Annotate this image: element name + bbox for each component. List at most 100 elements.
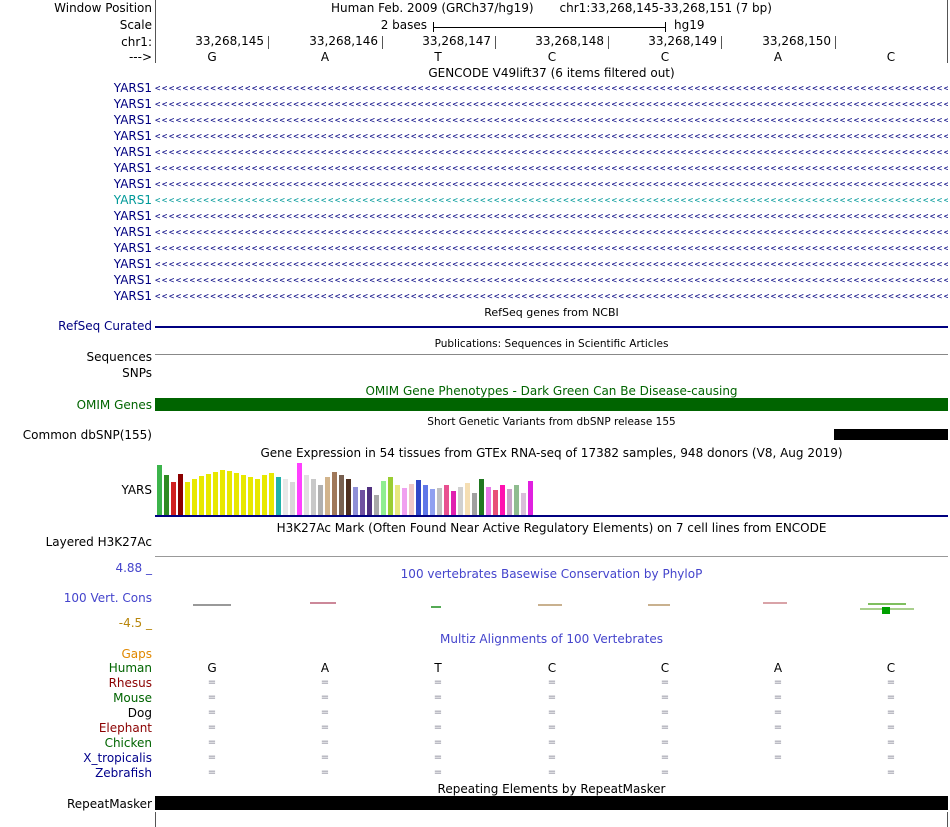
gtex-tissue-bar[interactable] <box>304 475 309 515</box>
alignment-match-mark: = <box>207 692 217 703</box>
gtex-tissue-bar[interactable] <box>213 472 218 515</box>
gtex-tissue-bar[interactable] <box>185 482 190 515</box>
gtex-tissue-bar[interactable] <box>465 483 470 515</box>
gtex-tissue-bar[interactable] <box>451 491 456 515</box>
track-title-publications[interactable]: Publications: Sequences in Scientific Ar… <box>434 338 669 350</box>
track-title-refseq[interactable]: RefSeq genes from NCBI <box>484 306 619 319</box>
gtex-tissue-bar[interactable] <box>416 480 421 515</box>
species-label: Rhesus <box>108 676 152 690</box>
track-title-omim[interactable]: OMIM Gene Phenotypes - Dark Green Can Be… <box>365 384 738 398</box>
gtex-tissue-bar[interactable] <box>444 485 449 515</box>
gtex-tissue-bar[interactable] <box>521 493 526 515</box>
gtex-tissue-bar[interactable] <box>325 477 330 515</box>
gtex-tissue-bar[interactable] <box>290 482 295 515</box>
track-title-gtex[interactable]: Gene Expression in 54 tissues from GTEx … <box>260 446 843 460</box>
alignment-match-mark: = <box>547 707 557 718</box>
coordinate-label: 33,268,147 <box>422 34 491 48</box>
track-title-h3k27ac[interactable]: H3K27Ac Mark (Often Found Near Active Re… <box>276 521 827 535</box>
gtex-tissue-bar[interactable] <box>374 495 379 515</box>
gtex-tissue-bar[interactable] <box>486 487 491 515</box>
dbsnp-variant-bar[interactable] <box>834 429 948 440</box>
gtex-tissue-bar[interactable] <box>332 472 337 515</box>
gtex-tissue-bar[interactable] <box>269 473 274 515</box>
gene-label: YARS1 <box>113 161 152 175</box>
phylop-mark <box>431 606 441 608</box>
gtex-tissue-bar[interactable] <box>430 489 435 515</box>
phylop-mark <box>882 607 890 614</box>
gene-transcript-line[interactable]: <<<<<<<<<<<<<<<<<<<<<<<<<<<<<<<<<<<<<<<<… <box>155 228 948 238</box>
gtex-tissue-bar[interactable] <box>248 477 253 515</box>
gtex-tissue-bar[interactable] <box>346 479 351 515</box>
gtex-tissue-bar[interactable] <box>437 488 442 515</box>
gtex-tissue-bar[interactable] <box>192 479 197 515</box>
alignment-match-mark: = <box>207 752 217 763</box>
base-letter: T <box>434 50 442 64</box>
track-title-phylop[interactable]: 100 vertebrates Basewise Conservation by… <box>400 567 703 581</box>
gene-transcript-line[interactable]: <<<<<<<<<<<<<<<<<<<<<<<<<<<<<<<<<<<<<<<<… <box>155 132 948 142</box>
gtex-tissue-bar[interactable] <box>178 474 183 515</box>
gtex-tissue-bar[interactable] <box>318 485 323 515</box>
gene-transcript-line[interactable]: <<<<<<<<<<<<<<<<<<<<<<<<<<<<<<<<<<<<<<<<… <box>155 116 948 126</box>
gene-transcript-line[interactable]: <<<<<<<<<<<<<<<<<<<<<<<<<<<<<<<<<<<<<<<<… <box>155 212 948 222</box>
gtex-tissue-bar[interactable] <box>395 485 400 515</box>
gtex-tissue-bar[interactable] <box>493 490 498 515</box>
gtex-tissue-bar[interactable] <box>311 479 316 515</box>
refseq-gene-line[interactable] <box>155 326 948 328</box>
gtex-tissue-bar[interactable] <box>388 477 393 515</box>
gtex-tissue-bar[interactable] <box>500 485 505 515</box>
base-letter: C <box>547 50 557 64</box>
gene-transcript-line[interactable]: <<<<<<<<<<<<<<<<<<<<<<<<<<<<<<<<<<<<<<<<… <box>155 276 948 286</box>
gtex-tissue-bar[interactable] <box>381 481 386 515</box>
assembly-name: Human Feb. 2009 (GRCh37/hg19) <box>331 1 534 15</box>
gtex-tissue-bar[interactable] <box>514 485 519 515</box>
gtex-tissue-bar[interactable] <box>479 479 484 515</box>
gtex-tissue-bar[interactable] <box>402 488 407 515</box>
gtex-tissue-bar[interactable] <box>157 465 162 515</box>
gtex-tissue-bar[interactable] <box>528 481 533 515</box>
track-title-repeatmasker[interactable]: Repeating Elements by RepeatMasker <box>437 782 666 796</box>
coordinate-label: 33,268,146 <box>309 34 378 48</box>
track-title-gencode[interactable]: GENCODE V49lift37 (6 items filtered out) <box>428 66 675 80</box>
gtex-tissue-bar[interactable] <box>360 490 365 515</box>
gtex-tissue-bar[interactable] <box>276 477 281 515</box>
gtex-tissue-bar[interactable] <box>164 475 169 515</box>
alignment-match-mark: = <box>660 722 670 733</box>
gtex-tissue-bar[interactable] <box>262 475 267 515</box>
gtex-bar-chart[interactable] <box>155 462 948 515</box>
gtex-tissue-bar[interactable] <box>353 487 358 515</box>
gtex-tissue-bar[interactable] <box>206 474 211 515</box>
gtex-tissue-bar[interactable] <box>227 471 232 515</box>
gtex-tissue-bar[interactable] <box>283 479 288 515</box>
gene-transcript-line[interactable]: <<<<<<<<<<<<<<<<<<<<<<<<<<<<<<<<<<<<<<<<… <box>155 244 948 254</box>
gtex-tissue-bar[interactable] <box>171 482 176 515</box>
gtex-tissue-bar[interactable] <box>339 475 344 515</box>
omim-gene-bar[interactable] <box>155 398 948 411</box>
gene-transcript-line[interactable]: <<<<<<<<<<<<<<<<<<<<<<<<<<<<<<<<<<<<<<<<… <box>155 164 948 174</box>
gene-transcript-line[interactable]: <<<<<<<<<<<<<<<<<<<<<<<<<<<<<<<<<<<<<<<<… <box>155 260 948 270</box>
alignment-match-mark: = <box>660 767 670 778</box>
gene-transcript-line[interactable]: <<<<<<<<<<<<<<<<<<<<<<<<<<<<<<<<<<<<<<<<… <box>155 148 948 158</box>
alignment-match-mark: = <box>886 692 896 703</box>
track-title-dbsnp[interactable]: Short Genetic Variants from dbSNP releas… <box>427 416 676 428</box>
gene-transcript-line[interactable]: <<<<<<<<<<<<<<<<<<<<<<<<<<<<<<<<<<<<<<<<… <box>155 196 948 206</box>
publications-item-line[interactable] <box>155 354 948 355</box>
gtex-tissue-bar[interactable] <box>199 476 204 515</box>
gtex-tissue-bar[interactable] <box>297 463 302 515</box>
gtex-tissue-bar[interactable] <box>409 484 414 515</box>
gtex-tissue-bar[interactable] <box>234 473 239 515</box>
gene-transcript-line[interactable]: <<<<<<<<<<<<<<<<<<<<<<<<<<<<<<<<<<<<<<<<… <box>155 100 948 110</box>
track-title-multiz[interactable]: Multiz Alignments of 100 Vertebrates <box>439 632 664 646</box>
alignment-match-mark: = <box>433 752 443 763</box>
gtex-tissue-bar[interactable] <box>255 479 260 515</box>
gene-transcript-line[interactable]: <<<<<<<<<<<<<<<<<<<<<<<<<<<<<<<<<<<<<<<<… <box>155 180 948 190</box>
gtex-tissue-bar[interactable] <box>472 493 477 515</box>
gtex-tissue-bar[interactable] <box>423 485 428 515</box>
gene-transcript-line[interactable]: <<<<<<<<<<<<<<<<<<<<<<<<<<<<<<<<<<<<<<<<… <box>155 84 948 94</box>
gtex-tissue-bar[interactable] <box>367 487 372 515</box>
gene-transcript-line[interactable]: <<<<<<<<<<<<<<<<<<<<<<<<<<<<<<<<<<<<<<<<… <box>155 292 948 302</box>
repeatmasker-bar[interactable] <box>155 796 948 810</box>
gtex-tissue-bar[interactable] <box>241 475 246 515</box>
gtex-tissue-bar[interactable] <box>507 489 512 515</box>
gtex-tissue-bar[interactable] <box>458 487 463 515</box>
gtex-tissue-bar[interactable] <box>220 470 225 515</box>
